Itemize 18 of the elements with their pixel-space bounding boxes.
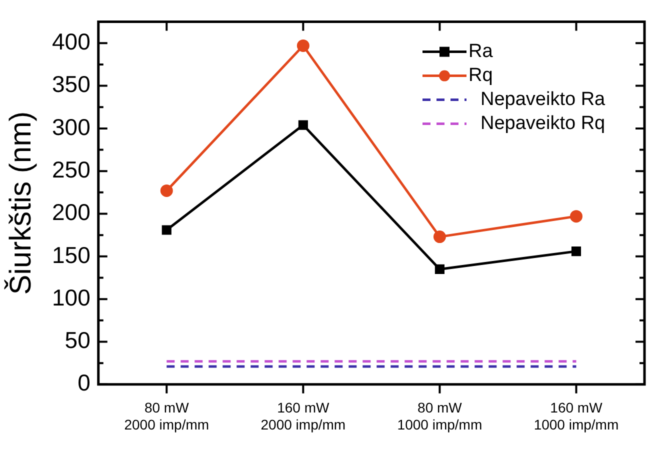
y-tick-label: 0 bbox=[78, 370, 90, 396]
y-tick-label: 250 bbox=[52, 156, 90, 182]
x-tick-label: 160 mW 2000 imp/mm bbox=[260, 400, 346, 432]
y-tick-label: 200 bbox=[52, 199, 90, 226]
legend-label: Nepaveikto Rq bbox=[480, 113, 606, 134]
y-tick-label: 350 bbox=[52, 71, 90, 98]
y-tick-label: 50 bbox=[64, 327, 90, 354]
y-axis-title: Šiurkštis (nm) bbox=[3, 111, 38, 295]
legend-label: Nepaveikto Ra bbox=[480, 89, 606, 110]
y-tick-label: 100 bbox=[52, 284, 90, 310]
x-tick-label: 80 mW 1000 imp/mm bbox=[397, 400, 482, 432]
legend-label: Ra bbox=[468, 41, 494, 62]
legend-label: Rq bbox=[468, 65, 493, 86]
x-tick-label: 80 mW 2000 imp/mm bbox=[124, 400, 210, 432]
y-tick-label: 300 bbox=[52, 114, 90, 140]
x-tick-label: 160 mW 1000 imp/mm bbox=[534, 400, 619, 432]
y-tick-label: 400 bbox=[52, 28, 90, 54]
y-tick-label: 150 bbox=[52, 242, 90, 268]
